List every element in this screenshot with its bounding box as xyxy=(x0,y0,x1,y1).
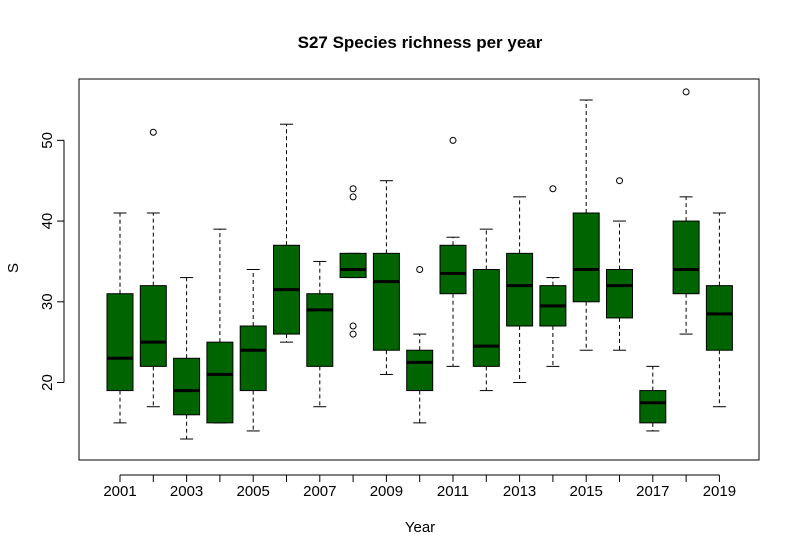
x-tick-label: 2003 xyxy=(170,483,203,500)
box-2014 xyxy=(539,185,567,367)
box-body xyxy=(339,252,367,279)
y-tick-label: 20 xyxy=(39,374,56,391)
box-2005 xyxy=(239,269,267,432)
box-body xyxy=(173,357,201,416)
x-tick-label: 2005 xyxy=(237,483,270,500)
y-axis: 20 30 40 50 xyxy=(39,132,65,391)
outlier-point xyxy=(349,330,357,338)
box-2009 xyxy=(372,180,400,375)
outlier-point xyxy=(449,136,457,144)
box-2018 xyxy=(672,88,700,335)
x-axis-label: Year xyxy=(405,519,435,536)
outlier-point xyxy=(616,177,623,185)
box-body xyxy=(472,269,500,367)
box-2010 xyxy=(406,266,434,424)
x-tick-label: 2009 xyxy=(370,483,403,500)
outlier-point xyxy=(349,193,357,201)
box-body xyxy=(372,252,400,351)
box-2008 xyxy=(339,185,367,338)
box-body xyxy=(672,220,700,295)
outlier-point xyxy=(682,88,690,96)
box-2016 xyxy=(606,177,633,351)
box-2011 xyxy=(439,136,467,367)
box-2019 xyxy=(705,212,733,408)
y-tick-label: 30 xyxy=(39,293,56,310)
x-tick-label: 2019 xyxy=(703,483,736,500)
x-tick-label: 2001 xyxy=(103,483,136,500)
box-2003 xyxy=(173,277,201,440)
x-tick-label: 2011 xyxy=(437,483,469,500)
box-2006 xyxy=(273,123,300,343)
outlier-point xyxy=(349,185,357,193)
box-2001 xyxy=(106,212,134,424)
box-2013 xyxy=(506,196,534,384)
box-body xyxy=(606,269,633,319)
x-tick-label: 2015 xyxy=(570,483,603,500)
box-body xyxy=(705,285,733,351)
box-body xyxy=(106,293,134,392)
x-tick-label: 2007 xyxy=(303,483,336,500)
y-tick-label: 50 xyxy=(39,132,56,149)
box-2015 xyxy=(572,99,600,351)
box-2002 xyxy=(139,128,167,408)
box-body xyxy=(572,212,600,303)
box-body xyxy=(406,349,434,392)
box-2004 xyxy=(206,228,234,424)
plot-frame xyxy=(78,78,760,461)
box-2007 xyxy=(306,260,334,408)
outlier-point xyxy=(349,322,357,330)
box-body xyxy=(639,390,667,424)
x-tick-label: 2013 xyxy=(503,483,536,500)
y-tick-label: 40 xyxy=(39,213,56,230)
box-body xyxy=(506,252,534,327)
box-body xyxy=(239,325,267,392)
box-body xyxy=(139,285,167,367)
box-2012 xyxy=(472,228,500,392)
outlier-point xyxy=(549,185,557,193)
outlier-point xyxy=(149,128,157,136)
x-axis: 2001 2003 2005 2007 2009 2011 2013 2015 2017 2019 xyxy=(103,474,736,500)
chart-title: S27 Species richness per year xyxy=(298,33,543,52)
box-body xyxy=(306,293,334,367)
box-2017 xyxy=(639,365,667,432)
outlier-point xyxy=(416,266,424,273)
box-body xyxy=(206,341,234,424)
x-tick-label: 2017 xyxy=(636,483,669,500)
y-axis-label: S xyxy=(5,263,22,273)
box-body xyxy=(439,244,467,295)
boxes-layer xyxy=(106,88,733,440)
